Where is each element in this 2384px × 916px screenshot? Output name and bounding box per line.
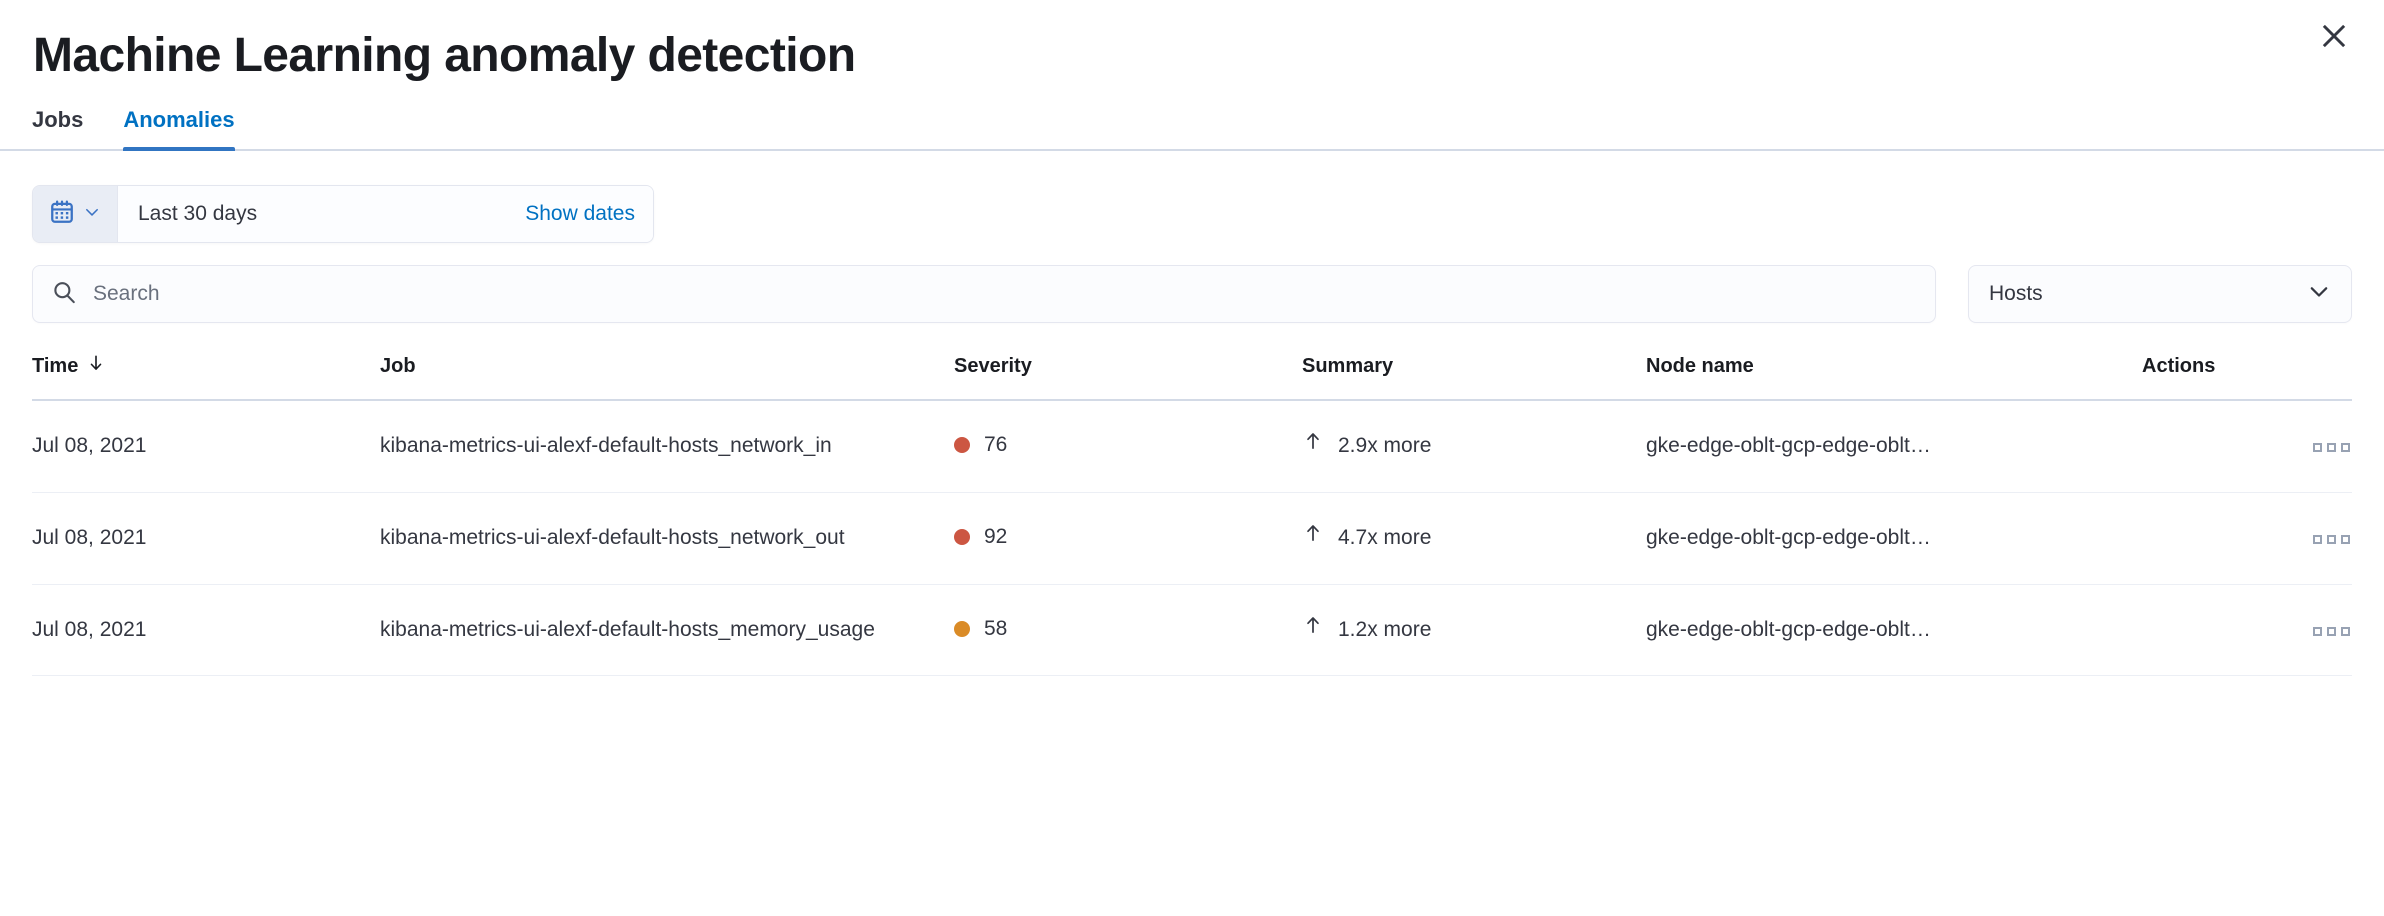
entity-type-select[interactable]: Hosts bbox=[1968, 265, 2352, 324]
chevron-down-icon bbox=[83, 203, 101, 226]
search-input[interactable] bbox=[93, 282, 1917, 307]
boxes-horizontal-icon[interactable] bbox=[2311, 621, 2352, 642]
show-dates-button[interactable]: Show dates bbox=[525, 202, 635, 226]
column-header-severity[interactable]: Severity bbox=[954, 353, 1302, 402]
cell-actions bbox=[2142, 492, 2352, 585]
arrow-up-icon bbox=[1302, 614, 1324, 647]
column-header-time[interactable]: Time bbox=[32, 353, 380, 402]
column-header-actions: Actions bbox=[2142, 353, 2352, 402]
table-row[interactable]: Jul 08, 2021 kibana-metrics-ui-alexf-def… bbox=[32, 400, 2352, 493]
entity-type-value: Hosts bbox=[1989, 282, 2043, 306]
date-range-picker[interactable]: Last 30 days Show dates bbox=[32, 185, 654, 244]
cell-severity: 92 bbox=[954, 492, 1302, 585]
severity-value: 58 bbox=[984, 616, 1008, 640]
column-header-time-label: Time bbox=[32, 354, 79, 377]
date-range-label: Last 30 days bbox=[138, 202, 258, 226]
chevron-down-icon bbox=[2307, 279, 2331, 309]
anomalies-table: Time Job Severity Summary Node name Acti… bbox=[32, 353, 2352, 677]
tab-anomalies[interactable]: Anomalies bbox=[123, 107, 235, 152]
table-row[interactable]: Jul 08, 2021 kibana-metrics-ui-alexf-def… bbox=[32, 584, 2352, 677]
table-header-row: Time Job Severity Summary Node name Acti… bbox=[32, 353, 2352, 402]
cell-summary: 2.9x more bbox=[1302, 400, 1646, 493]
tab-bar: Jobs Anomalies bbox=[0, 107, 2384, 152]
cell-job: kibana-metrics-ui-alexf-default-hosts_ne… bbox=[380, 400, 954, 493]
cell-summary: 4.7x more bbox=[1302, 492, 1646, 585]
severity-value: 76 bbox=[984, 433, 1008, 457]
cell-time: Jul 08, 2021 bbox=[32, 584, 380, 677]
search-box[interactable] bbox=[32, 265, 1936, 324]
summary-text: 4.7x more bbox=[1338, 525, 1432, 549]
severity-value: 92 bbox=[984, 524, 1008, 548]
cell-time: Jul 08, 2021 bbox=[32, 492, 380, 585]
cell-actions bbox=[2142, 584, 2352, 677]
severity-dot-icon bbox=[954, 437, 970, 454]
calendar-icon bbox=[49, 199, 75, 230]
search-icon bbox=[51, 279, 77, 310]
cell-job: kibana-metrics-ui-alexf-default-hosts_me… bbox=[380, 584, 954, 677]
boxes-horizontal-icon[interactable] bbox=[2311, 529, 2352, 550]
cell-actions bbox=[2142, 400, 2352, 493]
severity-dot-icon bbox=[954, 529, 970, 546]
cell-time: Jul 08, 2021 bbox=[32, 400, 380, 493]
controls-area: Last 30 days Show dates Hosts bbox=[32, 151, 2352, 324]
summary-text: 2.9x more bbox=[1338, 434, 1432, 458]
column-header-node-name[interactable]: Node name bbox=[1646, 353, 2142, 402]
cell-job: kibana-metrics-ui-alexf-default-hosts_ne… bbox=[380, 492, 954, 585]
arrow-up-icon bbox=[1302, 430, 1324, 463]
boxes-horizontal-icon[interactable] bbox=[2311, 437, 2352, 458]
date-range-display[interactable]: Last 30 days Show dates bbox=[118, 186, 653, 243]
node-name-text: gke-edge-oblt-gcp-edge-oblt… bbox=[1646, 525, 1931, 549]
node-name-text: gke-edge-oblt-gcp-edge-oblt… bbox=[1646, 617, 1931, 641]
cell-severity: 58 bbox=[954, 584, 1302, 677]
cell-severity: 76 bbox=[954, 400, 1302, 493]
severity-dot-icon bbox=[954, 620, 970, 637]
close-icon[interactable] bbox=[2310, 12, 2358, 60]
page-title: Machine Learning anomaly detection bbox=[33, 29, 856, 82]
date-quick-select-button[interactable] bbox=[33, 186, 118, 243]
arrow-up-icon bbox=[1302, 522, 1324, 555]
node-name-text: gke-edge-oblt-gcp-edge-oblt… bbox=[1646, 434, 1931, 458]
filters-row: Hosts bbox=[32, 265, 2352, 324]
sort-down-arrow-icon bbox=[86, 353, 106, 379]
column-header-job[interactable]: Job bbox=[380, 353, 954, 402]
cell-node-name: gke-edge-oblt-gcp-edge-oblt… bbox=[1646, 584, 2142, 677]
cell-summary: 1.2x more bbox=[1302, 584, 1646, 677]
table-body: Jul 08, 2021 kibana-metrics-ui-alexf-def… bbox=[32, 400, 2352, 677]
summary-text: 1.2x more bbox=[1338, 617, 1432, 641]
tab-jobs[interactable]: Jobs bbox=[32, 107, 83, 149]
table-row[interactable]: Jul 08, 2021 kibana-metrics-ui-alexf-def… bbox=[32, 492, 2352, 585]
cell-node-name: gke-edge-oblt-gcp-edge-oblt… bbox=[1646, 492, 2142, 585]
column-header-summary[interactable]: Summary bbox=[1302, 353, 1646, 402]
cell-node-name: gke-edge-oblt-gcp-edge-oblt… bbox=[1646, 400, 2142, 493]
